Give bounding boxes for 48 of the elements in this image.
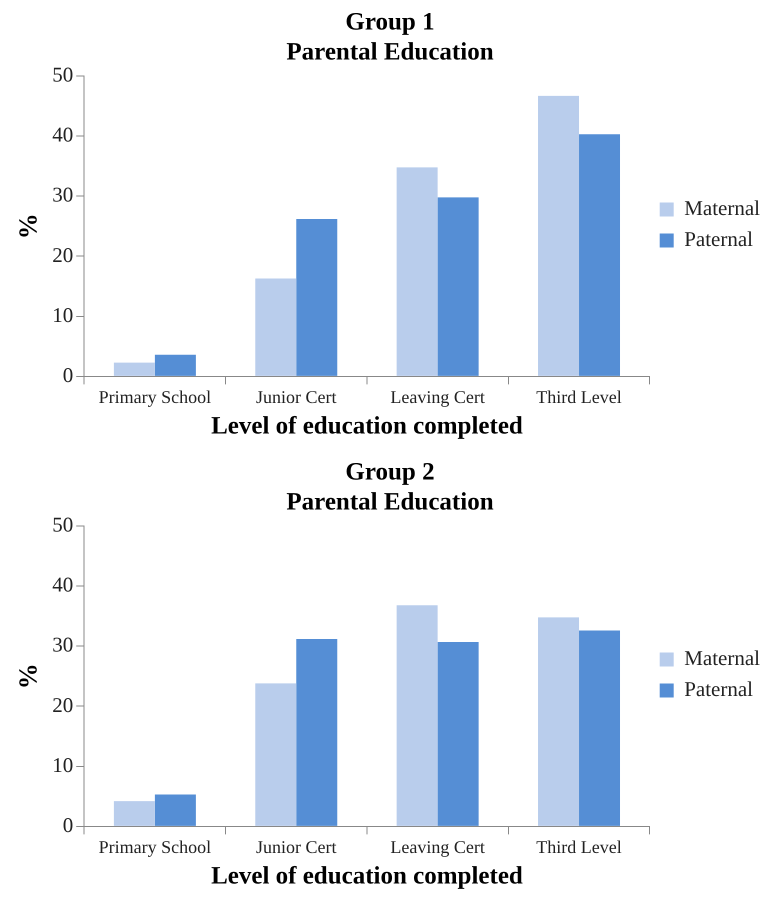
bar (396, 605, 438, 826)
y-tick-label: 40 (52, 122, 74, 147)
y-tick-label: 50 (52, 62, 74, 87)
x-axis-title: Level of education completed (211, 412, 523, 440)
bar (154, 354, 196, 376)
y-tick-label: 10 (52, 752, 74, 777)
bar (296, 218, 338, 376)
bar (538, 96, 580, 376)
bar (154, 794, 196, 826)
x-tick-label: Leaving Cert (390, 836, 485, 857)
legend-label: Maternal (684, 646, 760, 670)
y-tick-label: 0 (62, 362, 74, 387)
chart-subtitle: Parental Education (286, 488, 494, 516)
legend-label: Maternal (684, 196, 760, 220)
x-axis-title: Level of education completed (211, 862, 523, 890)
bar (438, 642, 479, 826)
y-tick-label: 20 (52, 242, 74, 267)
bar (579, 134, 620, 376)
y-tick-label: 20 (52, 692, 74, 717)
bar (114, 362, 155, 376)
chart-title: Group 2 (345, 458, 435, 486)
x-tick-label: Leaving Cert (390, 386, 485, 407)
x-tick-label: Third Level (536, 386, 622, 407)
x-tick-label: Primary School (98, 836, 212, 857)
bar (255, 278, 296, 376)
y-tick-label: 40 (52, 572, 74, 597)
bar (396, 167, 438, 376)
y-tick-label: 10 (52, 302, 74, 327)
x-tick-label: Junior Cert (256, 386, 337, 407)
y-tick-label: 30 (52, 182, 74, 207)
bar (255, 683, 296, 826)
x-tick-label: Third Level (536, 836, 622, 857)
bar (296, 638, 338, 826)
legend-label: Paternal (684, 227, 754, 252)
y-axis-title: % (13, 663, 42, 690)
y-tick-label: 30 (52, 632, 74, 657)
chart-subtitle: Parental Education (286, 38, 494, 66)
y-axis-title: % (13, 213, 42, 240)
bar (579, 630, 620, 826)
y-tick-label: 50 (52, 512, 74, 537)
bar (438, 197, 479, 376)
x-tick-label: Primary School (98, 386, 212, 407)
legend-label: Paternal (684, 677, 754, 702)
x-tick-label: Junior Cert (256, 836, 337, 857)
chart-title: Group 1 (345, 8, 435, 36)
bar (538, 617, 580, 826)
y-tick-label: 0 (62, 812, 74, 837)
bar (114, 801, 155, 826)
